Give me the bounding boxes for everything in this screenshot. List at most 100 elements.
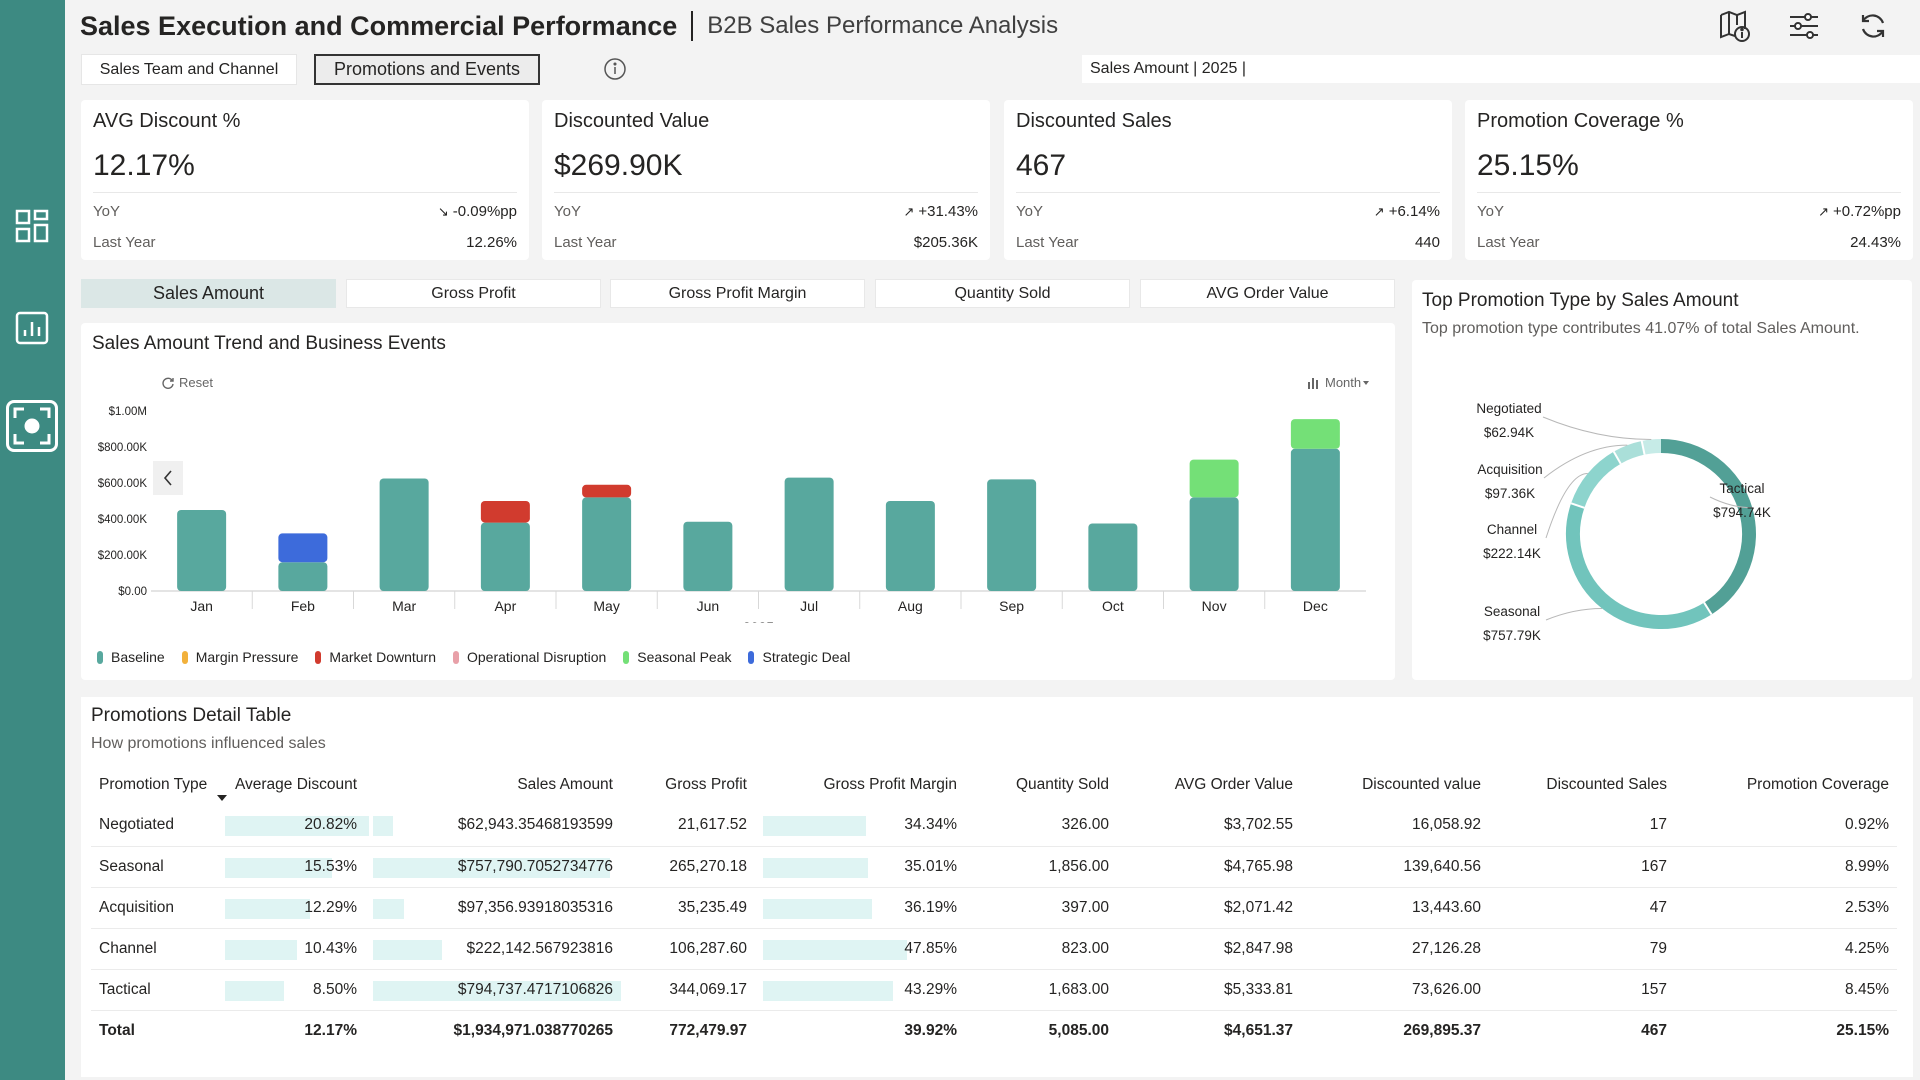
bar-segment-strategic-deal[interactable] xyxy=(278,533,328,563)
kpi-yoy-label: YoY xyxy=(554,203,581,220)
bar-segment-baseline[interactable] xyxy=(1088,523,1138,592)
focus-nav-button[interactable] xyxy=(6,400,58,452)
cell-value: 8.50% xyxy=(313,980,357,998)
bar-segment-baseline[interactable] xyxy=(177,510,227,591)
donut-category-label: Negotiated xyxy=(1476,401,1541,416)
legend-item[interactable]: Strategic Deal xyxy=(748,649,850,665)
metric-tab-gross-profit-margin[interactable]: Gross Profit Margin xyxy=(610,279,865,308)
bar-segment-market-downturn[interactable] xyxy=(582,484,632,498)
column-header-label: Gross Profit xyxy=(665,776,747,793)
data-bar xyxy=(373,898,404,919)
column-header[interactable]: Average Discount xyxy=(217,765,365,805)
scroll-left-button[interactable] xyxy=(153,461,183,495)
column-header[interactable]: Discounted Sales xyxy=(1489,765,1675,805)
legend-item[interactable]: Baseline xyxy=(97,649,165,665)
metric-tab-sales-amount[interactable]: Sales Amount xyxy=(81,279,336,308)
bar-segment-baseline[interactable] xyxy=(987,479,1037,591)
bar-segment-seasonal-peak[interactable] xyxy=(1290,419,1340,449)
granularity-label: Month xyxy=(1325,375,1362,390)
refresh-button[interactable] xyxy=(1855,8,1891,44)
column-header[interactable]: Promotion Type xyxy=(91,765,217,805)
bar-segment-baseline[interactable] xyxy=(683,521,733,591)
reset-button[interactable]: Reset xyxy=(161,375,213,390)
kpi-last-year-label: Last Year xyxy=(93,234,156,251)
table-cell: 772,479.97 xyxy=(621,1010,755,1051)
bar-segment-baseline[interactable] xyxy=(278,562,328,591)
kpi-card-avg-discount: AVG Discount % 12.17% YoY ↘ -0.09%pp Last Yea… xyxy=(81,100,529,260)
column-header[interactable]: Gross Profit Margin xyxy=(755,765,965,805)
table-row[interactable]: Negotiated 20.82% $62,943.35468193599 21,61… xyxy=(91,805,1897,847)
report-nav-button[interactable] xyxy=(6,302,58,354)
table-cell: 326.00 xyxy=(965,805,1117,847)
promotions-detail-table: Promotion Type Average Discount Sales Amou… xyxy=(91,765,1897,1051)
donut-value-label: $794.74K xyxy=(1713,505,1771,520)
legend-item[interactable]: Operational Disruption xyxy=(453,649,606,665)
bar-segment-baseline[interactable] xyxy=(480,522,530,591)
info-button[interactable] xyxy=(603,57,627,86)
donut-slice-tactical[interactable] xyxy=(1660,439,1756,615)
data-bar xyxy=(225,898,310,919)
table-cell: 34.34% xyxy=(755,805,965,847)
donut-slice-seasonal[interactable] xyxy=(1566,503,1712,629)
table-cell: $4,651.37 xyxy=(1117,1010,1301,1051)
filter-settings-button[interactable] xyxy=(1786,8,1822,44)
column-header[interactable]: Sales Amount xyxy=(365,765,621,805)
donut-slice-negotiated[interactable] xyxy=(1641,439,1662,455)
legend-label: Seasonal Peak xyxy=(637,649,732,665)
bar-segment-baseline[interactable] xyxy=(885,501,935,591)
cell-value: $4,765.98 xyxy=(1224,857,1293,875)
table-row[interactable]: Tactical 8.50% $794,737.4717106826 344,069.… xyxy=(91,969,1897,1011)
trend-arrow-icon: ↗ xyxy=(1818,204,1830,219)
donut-slice-acquisition[interactable] xyxy=(1613,440,1645,464)
slice-separator xyxy=(1612,451,1622,465)
cell-value: 467 xyxy=(1641,1021,1667,1039)
column-header[interactable]: AVG Order Value xyxy=(1117,765,1301,805)
metric-tab-gross-profit[interactable]: Gross Profit xyxy=(346,279,601,308)
table-row[interactable]: Seasonal 15.53% $757,790.7052734776 265,270… xyxy=(91,846,1897,888)
cell-value: 39.92% xyxy=(904,1021,957,1039)
overview-nav-button[interactable] xyxy=(6,200,58,252)
legend-item[interactable]: Seasonal Peak xyxy=(623,649,731,665)
table-cell: $794,737.4717106826 xyxy=(365,969,621,1011)
column-header[interactable]: Discounted value xyxy=(1301,765,1489,805)
cell-value: 43.29% xyxy=(904,980,957,998)
bar-segment-baseline[interactable] xyxy=(784,477,834,591)
bar-segment-market-downturn[interactable] xyxy=(480,501,530,523)
cell-value: 265,270.18 xyxy=(669,857,747,875)
tab-sales-team-channel[interactable]: Sales Team and Channel xyxy=(81,54,297,85)
page-info-button[interactable] xyxy=(1716,8,1752,44)
bar-segment-baseline[interactable] xyxy=(1189,497,1239,591)
column-header[interactable]: Promotion Coverage xyxy=(1675,765,1897,805)
cell-value: 13,443.60 xyxy=(1412,898,1481,916)
legend-item[interactable]: Margin Pressure xyxy=(181,649,298,665)
metric-tab-quantity-sold[interactable]: Quantity Sold xyxy=(875,279,1130,308)
granularity-dropdown[interactable]: Month xyxy=(1307,375,1371,390)
table-total-row[interactable]: Total 12.17% $1,934,971.038770265 772,479.9… xyxy=(91,1010,1897,1051)
column-header-label: Promotion Type xyxy=(99,776,208,793)
data-bar xyxy=(373,939,443,960)
column-header[interactable]: Quantity Sold xyxy=(965,765,1117,805)
kpi-value: 467 xyxy=(1016,149,1067,182)
table-cell: Tactical xyxy=(91,969,217,1011)
legend-item[interactable]: Market Downturn xyxy=(315,649,436,665)
bar-segment-baseline[interactable] xyxy=(1290,448,1340,591)
cell-value: $1,934,971.038770265 xyxy=(453,1021,613,1039)
table-title: Promotions Detail Table xyxy=(91,705,292,726)
donut-value-label: $222.14K xyxy=(1483,546,1541,561)
tab-promotions-events[interactable]: Promotions and Events xyxy=(314,54,540,85)
table-cell: 21,617.52 xyxy=(621,805,755,847)
data-bar xyxy=(225,857,333,878)
kpi-value: 25.15% xyxy=(1477,149,1579,182)
bar-segment-baseline[interactable] xyxy=(582,497,632,591)
kpi-yoy-value: +0.72%pp xyxy=(1833,203,1901,220)
column-header[interactable]: Gross Profit xyxy=(621,765,755,805)
bar-segment-seasonal-peak[interactable] xyxy=(1189,459,1239,498)
table-cell: $222,142.567923816 xyxy=(365,928,621,970)
bar-segment-baseline[interactable] xyxy=(379,478,429,592)
metric-tab-avg-order-value[interactable]: AVG Order Value xyxy=(1140,279,1395,308)
table-cell: Negotiated xyxy=(91,805,217,847)
table-row[interactable]: Acquisition 12.29% $97,356.93918035316 35,2… xyxy=(91,887,1897,929)
table-row[interactable]: Channel 10.43% $222,142.567923816 106,287.6… xyxy=(91,928,1897,970)
donut-slice-channel[interactable] xyxy=(1571,451,1621,509)
table-cell: Acquisition xyxy=(91,887,217,929)
